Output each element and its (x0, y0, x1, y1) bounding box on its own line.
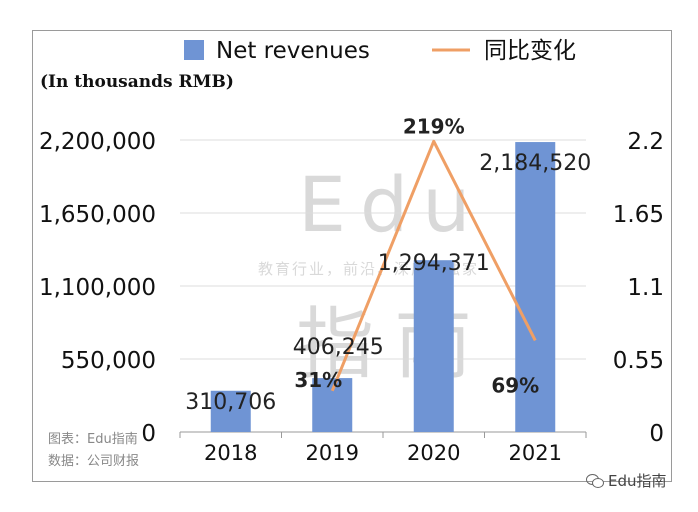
yoy-value-label: 69% (491, 373, 539, 397)
legend-bar-swatch (184, 40, 204, 60)
wechat-account: Edu指南 (586, 470, 667, 491)
y-axis-unit-label: (In thousands RMB) (40, 72, 234, 92)
x-tick-label: 2021 (509, 441, 562, 465)
y2-tick-label: 1.65 (613, 202, 664, 228)
bar-value-label: 1,294,371 (378, 251, 490, 276)
y2-tick-label: 0 (649, 421, 664, 447)
y2-tick-label: 0.55 (613, 348, 664, 374)
legend-bar-label: Net revenues (216, 38, 370, 64)
bar-2020 (413, 260, 454, 432)
x-tick-label: 2019 (306, 441, 359, 465)
legend-line-label: 同比变化 (484, 38, 576, 64)
y-tick-label: 1,650,000 (39, 202, 156, 228)
chart-frame (32, 30, 672, 482)
source-data-credit: 数据：公司财报 (48, 454, 140, 469)
x-tick-label: 2018 (204, 441, 257, 465)
y-tick-label: 1,100,000 (39, 275, 156, 301)
bar-2018 (210, 390, 251, 432)
source-chart-credit: 图表：Edu指南 (48, 432, 138, 447)
bar-value-label: 406,245 (293, 335, 384, 360)
y-tick-label: 550,000 (61, 348, 156, 374)
y2-tick-label: 1.1 (627, 275, 664, 301)
y2-tick-label: 2.2 (627, 129, 664, 155)
x-tick-label: 2020 (407, 441, 460, 465)
wechat-account-name: Edu指南 (608, 472, 667, 490)
yoy-value-label: 219% (403, 114, 465, 138)
y-tick-label: 0 (141, 421, 156, 447)
yoy-change-line (330, 139, 537, 392)
wechat-icon (586, 473, 604, 488)
bar-value-label: 2,184,520 (479, 151, 591, 176)
y-tick-label: 2,200,000 (39, 129, 156, 155)
bar-2021 (515, 142, 556, 432)
yoy-value-label: 31% (294, 368, 342, 392)
bar-value-label: 310,706 (185, 390, 276, 415)
